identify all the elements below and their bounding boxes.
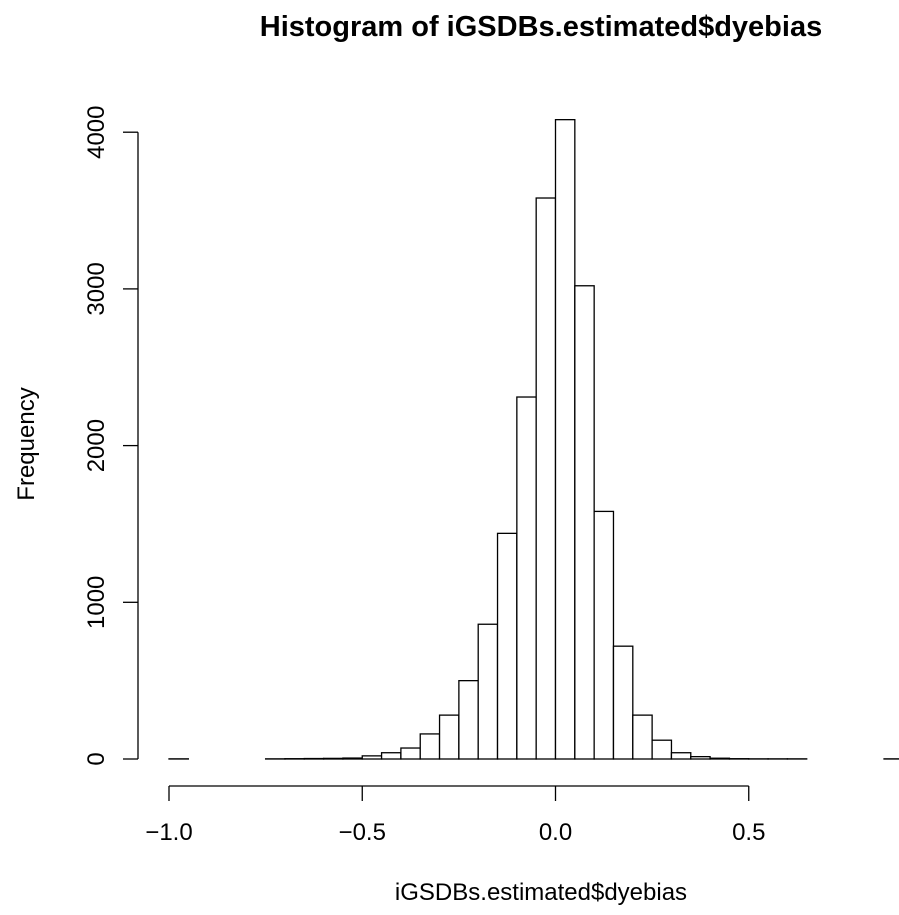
y-tick-label: 1000: [83, 576, 110, 629]
histogram-bar: [593, 510, 615, 760]
histogram-bar: [516, 396, 537, 760]
histogram-bar: [361, 755, 383, 760]
y-tick-label: 2000: [83, 419, 110, 472]
x-tick-label: 0.0: [539, 819, 572, 846]
x-tick-label: 0.5: [732, 819, 765, 846]
y-axis-label: Frequency: [13, 387, 40, 500]
y-axis: 0 1000 2000 3000 4000: [83, 106, 139, 766]
bars-group: [168, 119, 899, 760]
chart-title: Histogram of iGSDBs.estimated$dyebias: [260, 11, 822, 43]
x-tick-label: −1.0: [145, 819, 192, 846]
histogram-bar: [670, 752, 692, 760]
histogram-bar: [419, 733, 441, 760]
histogram-bar: [380, 752, 402, 760]
histogram-bar: [342, 757, 363, 760]
histogram-bar: [709, 757, 731, 760]
y-tick-label: 4000: [83, 106, 110, 159]
histogram-bar: [535, 197, 557, 760]
histogram-bar: [458, 680, 479, 760]
histogram-bar: [438, 714, 460, 760]
x-axis: −1.0 −0.5 0.0 0.5: [145, 785, 765, 846]
x-axis-label: iGSDBs.estimated$dyebias: [395, 879, 687, 906]
histogram-bar: [651, 739, 673, 760]
histogram-bar: [632, 714, 653, 760]
histogram-bar: [690, 756, 711, 760]
histogram-bar: [477, 623, 499, 760]
histogram-bar: [554, 119, 576, 760]
histogram-bar: [496, 532, 518, 760]
histogram-bar: [400, 747, 421, 760]
histogram-bar: [612, 645, 634, 760]
x-tick-label: −0.5: [339, 819, 386, 846]
histogram-bar: [322, 757, 344, 760]
y-tick-label: 0: [83, 752, 110, 765]
y-tick-label: 3000: [83, 262, 110, 315]
histogram-bar: [574, 285, 595, 760]
